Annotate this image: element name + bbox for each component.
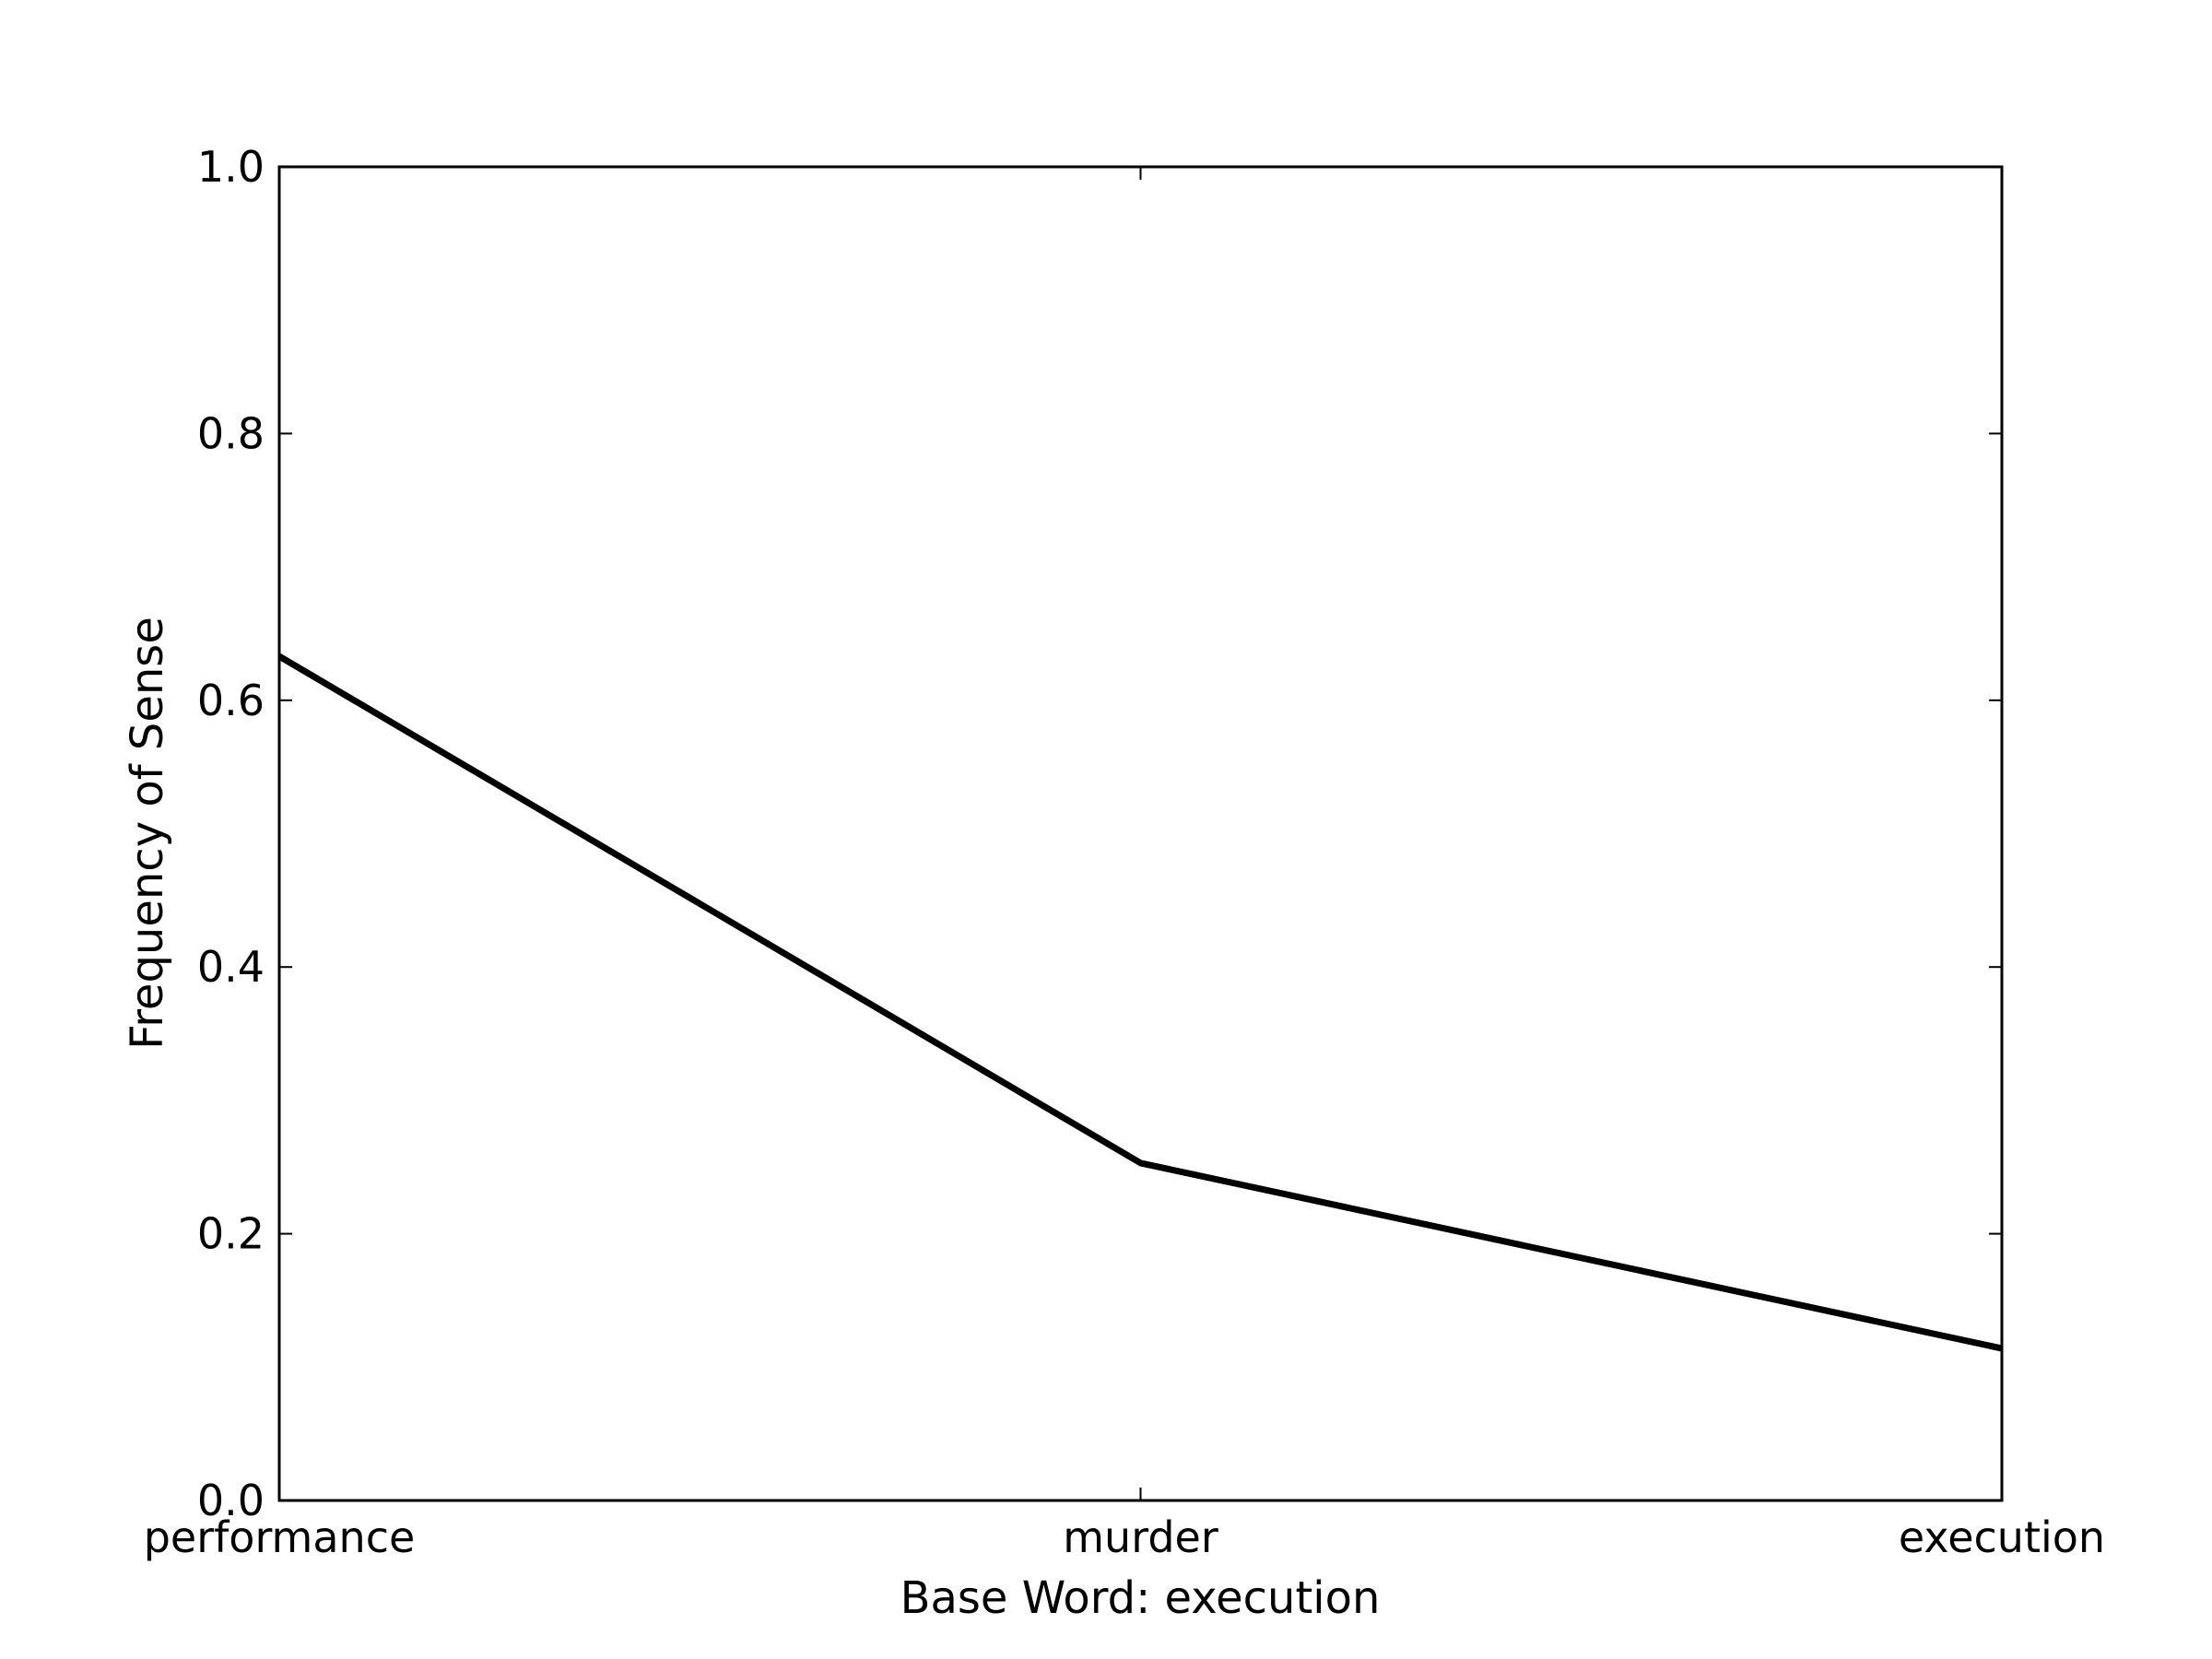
y-tick-label: 0.4 xyxy=(197,942,265,992)
plot-area-frame xyxy=(277,165,2004,1502)
frequency-line xyxy=(277,653,2003,1352)
y-tick-label: 0.6 xyxy=(197,676,265,725)
x-axis-label: Base Word: execution xyxy=(900,1572,1381,1624)
y-tick-label: 0.2 xyxy=(197,1209,265,1259)
x-tick-label: performance xyxy=(144,1512,416,1562)
y-tick-label: 1.0 xyxy=(197,142,265,192)
y-tick-label: 0.0 xyxy=(197,1476,265,1525)
y-axis-ticks: 0.0 0.2 0.4 0.6 0.8 1.0 xyxy=(197,142,2002,1525)
x-axis-ticks: performance murder execution xyxy=(144,167,2105,1562)
x-tick-label: murder xyxy=(1063,1512,1218,1562)
y-axis-label: Frequency of Sense xyxy=(122,617,173,1050)
x-tick-label: execution xyxy=(1899,1512,2105,1562)
y-tick-label: 0.8 xyxy=(197,408,265,458)
